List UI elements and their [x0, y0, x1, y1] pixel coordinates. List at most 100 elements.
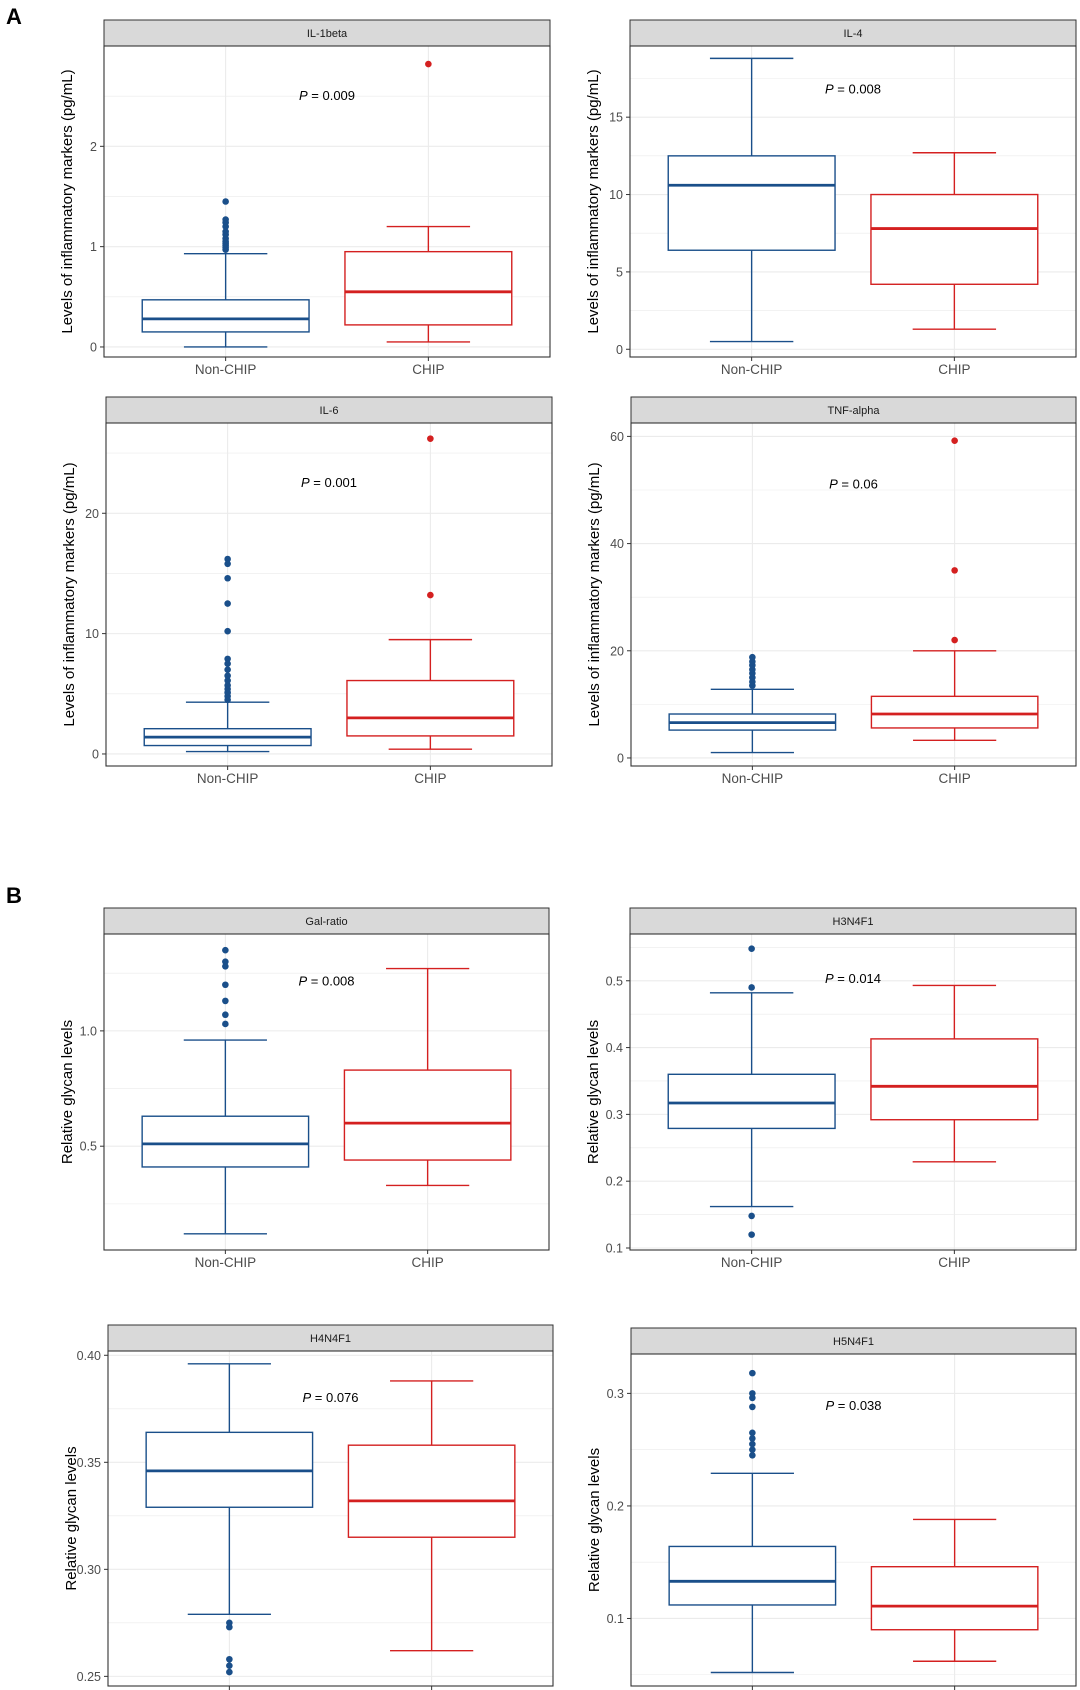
outlier-point [951, 437, 958, 444]
outlier-point [749, 1390, 756, 1397]
p-value-text: = 0.076 [311, 1390, 358, 1405]
y-tick-label: 40 [610, 537, 624, 551]
p-value-annotation: P = 0.014 [825, 971, 881, 986]
box [141, 299, 310, 333]
outlier-point [222, 1011, 229, 1019]
y-tick-label: 20 [85, 507, 99, 521]
outlier-point [951, 636, 958, 644]
p-value-text: = 0.008 [307, 973, 354, 988]
panel-border [103, 933, 550, 1251]
outlier-point [224, 574, 231, 582]
p-value-symbol: P [302, 1390, 311, 1405]
outlier-point [748, 984, 755, 991]
y-axis-title: Relative glycan levels [586, 1448, 603, 1592]
outlier-point [224, 627, 231, 635]
p-value-symbol: P [825, 81, 834, 96]
y-tick-label: 60 [610, 430, 624, 444]
outlier-point [748, 945, 755, 952]
box [870, 1038, 1039, 1121]
y-tick-label: 0.4 [606, 1041, 623, 1055]
box [343, 1069, 512, 1161]
chart-2: IL-4 P = 0.008 0 5 10 15 Non-CHIP CHIP Levels of… [585, 19, 1077, 377]
box [667, 1073, 836, 1130]
p-value-annotation: P = 0.009 [299, 88, 355, 103]
y-axis-title: Relative glycan levels [59, 1020, 76, 1164]
outlier-point [749, 1369, 756, 1377]
outlier-point [222, 228, 229, 235]
y-tick-label: 0.3 [607, 1387, 624, 1401]
y-tick-label: 0.5 [606, 974, 623, 988]
y-axis-title: Relative glycan levels [63, 1446, 80, 1590]
y-axis-title: Levels of inflammatory markers (pg/mL) [61, 462, 78, 726]
y-tick-label: 0.2 [607, 1499, 624, 1513]
y-tick-label: 20 [610, 644, 624, 658]
outlier-point [222, 962, 229, 970]
x-tick-label: Non-CHIP [722, 771, 784, 786]
y-tick-label: 2 [90, 140, 97, 154]
p-value-text: = 0.038 [834, 1398, 881, 1413]
series-chip [870, 437, 1039, 741]
y-tick-label: 0 [616, 343, 623, 357]
outlier-point [951, 567, 958, 574]
box [668, 1545, 837, 1606]
box [870, 193, 1039, 285]
panel-border [107, 1350, 554, 1687]
x-tick-label: CHIP [938, 1255, 970, 1270]
facet-title: Gal-ratio [305, 916, 347, 928]
x-tick-label: CHIP [938, 362, 970, 377]
panel-border [105, 422, 553, 767]
p-value-symbol: P [829, 477, 838, 492]
series-non-chip [141, 946, 310, 1235]
outlier-point [749, 1446, 756, 1453]
y-axis-title: Levels of inflammatory markers (pg/mL) [586, 462, 603, 726]
y-tick-label: 15 [609, 111, 623, 125]
y-tick-label: 0 [90, 340, 97, 354]
outlier-point [222, 1020, 229, 1028]
p-value-symbol: P [825, 971, 834, 986]
series-chip [347, 1380, 516, 1652]
series-non-chip [143, 555, 312, 753]
facet-strip [630, 1327, 1077, 1355]
y-axis-title: Levels of inflammatory markers (pg/mL) [585, 69, 602, 333]
p-value-annotation: P = 0.076 [302, 1390, 358, 1405]
panel-border [629, 933, 1077, 1251]
x-tick-label: Non-CHIP [195, 362, 257, 377]
series-chip [870, 152, 1039, 330]
y-axis-title: Relative glycan levels [585, 1020, 602, 1164]
series-chip [870, 984, 1039, 1163]
outlier-point [748, 1231, 755, 1238]
outlier-point [425, 60, 432, 68]
y-tick-label: 0.1 [607, 1612, 624, 1626]
outlier-point [222, 981, 229, 989]
x-tick-label: Non-CHIP [197, 771, 259, 786]
outlier-point [226, 1655, 233, 1663]
y-tick-label: 10 [609, 188, 623, 202]
y-tick-label: 0.2 [606, 1175, 623, 1189]
p-value-text: = 0.008 [834, 81, 881, 96]
box [346, 679, 515, 737]
outlier-point [224, 682, 231, 689]
plot-background [631, 1354, 1076, 1686]
y-tick-label: 0.5 [80, 1140, 97, 1154]
outlier-point [222, 997, 229, 1005]
outlier-point [222, 946, 229, 954]
panel-border [629, 45, 1077, 358]
outlier-point [224, 600, 231, 607]
outlier-point [226, 1668, 233, 1676]
outlier-point [749, 1403, 756, 1411]
p-value-text: = 0.014 [834, 971, 881, 986]
p-value-text: = 0.009 [308, 88, 355, 103]
y-tick-label: 5 [616, 265, 623, 279]
panel-border [630, 422, 1077, 767]
y-tick-label: 0 [92, 747, 99, 761]
facet-title: H4N4F1 [310, 1333, 351, 1345]
p-value-annotation: P = 0.001 [301, 475, 357, 490]
x-tick-label: CHIP [414, 771, 446, 786]
panel-label-b: B [6, 883, 22, 908]
outlier-point [749, 1429, 756, 1437]
series-non-chip [667, 57, 836, 343]
series-non-chip [668, 653, 837, 754]
series-chip [346, 435, 515, 750]
